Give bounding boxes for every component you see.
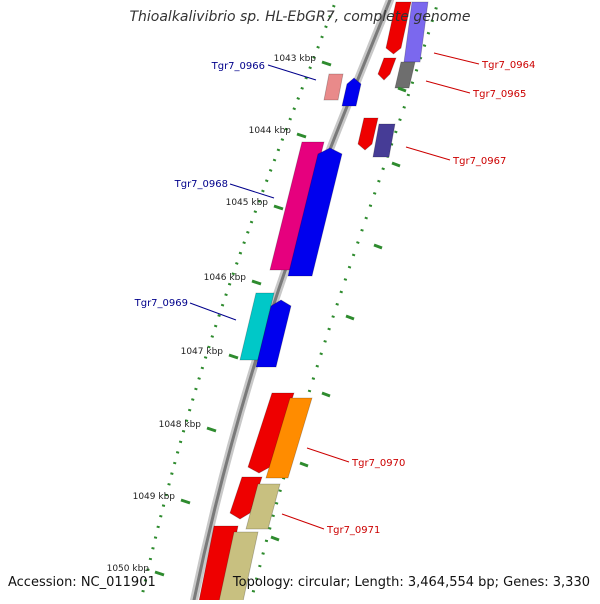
gene-feature-0970	[265, 397, 313, 479]
outer-tick-mark	[299, 461, 309, 468]
gene-feature-0971	[245, 483, 281, 530]
cds-reverse-0967	[357, 117, 379, 151]
outer-tick-mark	[397, 86, 407, 93]
track-guides	[138, 0, 441, 604]
kbp-ticks: 1043 kbp 1044 kbp 1045 kbp 1046 kbp 1047 kbp…	[107, 54, 407, 577]
kbp-tick-mark	[321, 60, 332, 67]
gene-feature-0967	[372, 123, 396, 158]
gene-feature-0965	[394, 61, 416, 89]
gene-label: Tgr7_0971	[326, 525, 380, 536]
gene-label-leader	[306, 447, 350, 463]
kbp-tick-label: 1050 kbp	[107, 564, 150, 574]
kbp-tick-mark	[180, 498, 191, 505]
gene-label: Tgr7_0966	[211, 61, 265, 72]
kbp-tick-mark	[251, 279, 262, 286]
gene-label-leader	[229, 183, 275, 199]
topology-label: Topology: circular; Length: 3,464,554 bp…	[232, 575, 590, 590]
gene-label: Tgr7_0969	[134, 298, 188, 309]
cds-forward-0968	[287, 147, 343, 277]
gene-label: Tgr7_0965	[472, 89, 526, 100]
cds-reverse-0970	[247, 392, 295, 474]
cds-forward-0966	[341, 77, 362, 107]
kbp-tick-label: 1049 kbp	[133, 492, 176, 502]
cds-forward-0969	[255, 299, 292, 368]
kbp-tick-mark	[206, 426, 217, 433]
cds-reverse-0965	[377, 57, 397, 81]
outer-tick-mark	[270, 535, 280, 542]
gene-label-leader	[189, 302, 237, 321]
gene-label-leader	[267, 64, 317, 81]
inner-tick-track	[138, 0, 338, 604]
gene-label-leader	[405, 146, 451, 161]
kbp-tick-label: 1043 kbp	[274, 54, 317, 64]
gene-label-leader	[433, 52, 480, 65]
kbp-tick-label: 1046 kbp	[204, 273, 247, 283]
kbp-tick-mark	[296, 132, 307, 139]
gene-label: Tgr7_0967	[452, 156, 506, 167]
kbp-tick-label: 1048 kbp	[159, 420, 202, 430]
gene-labels: Tgr7_0964 Tgr7_0965 Tgr7_0966 Tgr7_0967 Tgr7…	[134, 52, 535, 536]
genome-backbone-line	[191, 0, 392, 604]
map-title: Thioalkalivibrio sp. HL-EbGR7, complete …	[129, 9, 471, 25]
accession-label: Accession: NC_011901	[8, 575, 156, 590]
gene-label: Tgr7_0970	[351, 458, 405, 469]
outer-tick-mark	[391, 161, 401, 168]
gene-feature-continuation	[218, 531, 259, 604]
gene-label-leader	[425, 80, 471, 94]
cds-reverse-0964	[385, 1, 412, 55]
outer-tick-track	[248, 0, 441, 604]
gene-label-leader	[281, 513, 325, 530]
kbp-tick-label: 1047 kbp	[181, 347, 224, 357]
kbp-tick-label: 1045 kbp	[226, 198, 269, 208]
outer-tick-mark	[373, 243, 383, 250]
cds-features	[197, 1, 429, 604]
kbp-tick-label: 1044 kbp	[249, 126, 292, 136]
gene-label: Tgr7_0968	[174, 179, 228, 190]
gene-label: Tgr7_0964	[481, 60, 535, 71]
outer-tick-mark	[345, 314, 355, 321]
outer-tick-mark	[321, 391, 331, 398]
kbp-tick-mark	[228, 353, 239, 360]
kbp-tick-mark	[154, 570, 165, 577]
cds-reverse-continuation	[197, 525, 239, 604]
cds-reverse-0971	[229, 476, 263, 520]
gene-feature-0964	[403, 1, 429, 63]
genome-backbone	[189, 0, 395, 604]
gene-feature-0966	[323, 73, 344, 101]
kbp-tick-mark	[273, 204, 284, 211]
